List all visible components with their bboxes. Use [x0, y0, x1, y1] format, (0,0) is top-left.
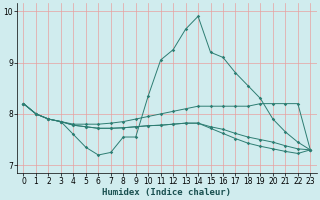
X-axis label: Humidex (Indice chaleur): Humidex (Indice chaleur) — [102, 188, 231, 197]
